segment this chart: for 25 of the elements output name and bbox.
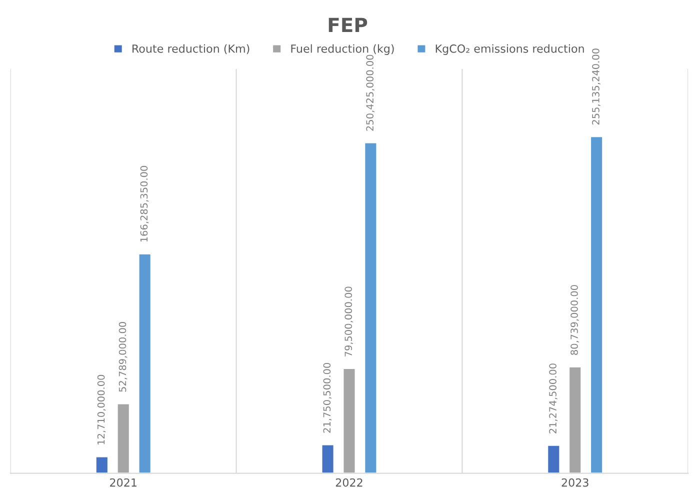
- bar: [95, 456, 109, 474]
- data-label: 250,425,000.00: [366, 54, 375, 131]
- x-tick-label: 2023: [562, 478, 588, 487]
- data-label: 52,789,000.00: [118, 322, 128, 392]
- x-tick-label: 2022: [336, 478, 362, 487]
- bar: [590, 136, 604, 474]
- data-label: 255,135,240.00: [592, 48, 600, 125]
- bar: [116, 402, 130, 474]
- data-label: 166,285,350.00: [140, 166, 149, 242]
- chart-title: FEP: [328, 18, 368, 32]
- bar: [320, 444, 335, 474]
- bar: [364, 142, 378, 474]
- data-label: 79,500,000.00: [344, 286, 354, 356]
- bar: [138, 253, 152, 474]
- data-label: 21,750,500.00: [323, 362, 332, 433]
- data-label: 80,739,000.00: [570, 285, 579, 355]
- bar: [568, 366, 582, 474]
- data-label: 12,710,000.00: [97, 374, 106, 444]
- bar: [342, 368, 356, 474]
- data-label: 21,274,500.00: [549, 364, 558, 434]
- bar: [546, 444, 561, 474]
- legend-label: KgCO₂ emissions reduction: [436, 44, 584, 55]
- x-tick-label: 2021: [110, 478, 136, 487]
- legend-label: Fuel reduction (kg): [291, 44, 394, 55]
- legend-label: Route reduction (Km): [132, 44, 250, 54]
